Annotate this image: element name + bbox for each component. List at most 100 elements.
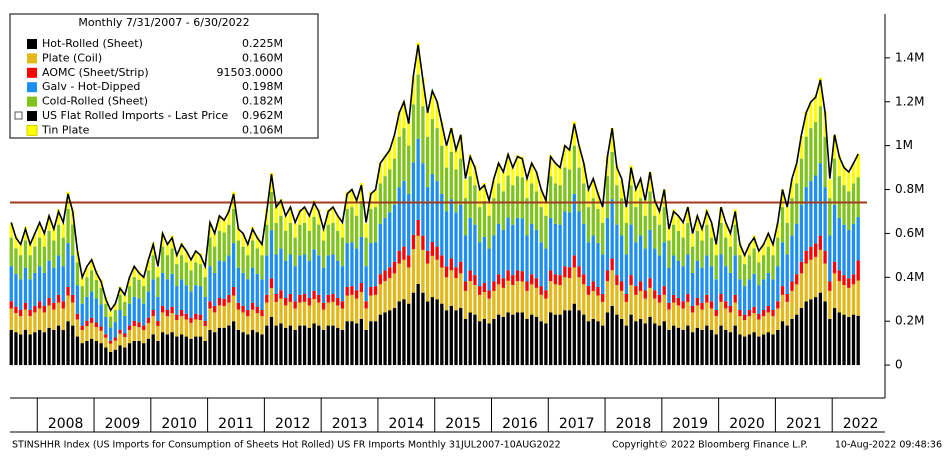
bar-segment	[123, 294, 127, 302]
bar-segment	[804, 263, 808, 302]
bar-segment	[653, 248, 657, 291]
bar-segment	[615, 314, 619, 366]
bar-segment	[194, 250, 198, 263]
bar-segment	[813, 243, 818, 257]
bar-segment	[435, 259, 439, 300]
bar-segment	[104, 347, 108, 366]
bar-segment	[525, 319, 529, 366]
bar-segment	[780, 321, 785, 366]
bar-segment	[165, 334, 170, 366]
bar-segment	[695, 230, 699, 261]
bar-segment	[728, 233, 733, 247]
bar-segment	[648, 287, 652, 317]
bar-segment	[132, 326, 136, 341]
bar-segment	[213, 272, 217, 306]
bar-segment	[549, 176, 553, 218]
bar-segment	[818, 77, 823, 107]
bar-segment	[312, 323, 316, 366]
bar-segment	[378, 163, 382, 184]
bar-segment	[250, 267, 255, 303]
bar-segment	[662, 242, 666, 287]
bar-segment	[492, 319, 496, 366]
bar-segment	[586, 286, 591, 295]
bar-segment	[208, 223, 212, 238]
bar-segment	[416, 235, 420, 284]
bar-segment	[321, 309, 326, 330]
bar-segment	[837, 312, 841, 366]
bar-segment	[444, 277, 449, 311]
bar-segment	[733, 224, 737, 256]
bar-segment	[288, 301, 293, 326]
bar-segment	[90, 322, 94, 339]
bar-segment	[780, 207, 785, 243]
legend-label: Hot-Rolled (Sheet)	[42, 37, 143, 50]
bar-segment	[733, 294, 737, 303]
bar-segment	[383, 281, 387, 313]
bar-segment	[511, 314, 515, 366]
bar-segment	[123, 301, 127, 316]
bar-segment	[657, 255, 662, 295]
bar-segment	[856, 315, 860, 366]
bar-segment	[184, 313, 188, 320]
bar-segment	[123, 347, 127, 366]
bar-segment	[695, 327, 699, 366]
bar-segment	[681, 301, 685, 309]
bar-segment	[525, 198, 529, 236]
bar-segment	[676, 297, 681, 306]
bar-segment	[790, 179, 794, 199]
bar-segment	[724, 301, 728, 309]
bar-segment	[425, 187, 430, 251]
bar-segment	[837, 270, 841, 282]
bar-segment	[127, 277, 132, 287]
bar-segment	[19, 255, 23, 280]
bar-segment	[274, 207, 278, 223]
bar-segment	[629, 185, 633, 225]
bar-segment	[33, 233, 37, 247]
bar-segment	[643, 215, 647, 249]
bar-segment	[714, 279, 718, 311]
bar-segment	[709, 237, 714, 267]
bar-segment	[828, 179, 832, 199]
bar-segment	[459, 308, 463, 366]
bar-segment	[804, 250, 808, 264]
bar-segment	[184, 319, 188, 337]
bar-segment	[80, 325, 84, 330]
bar-segment	[156, 340, 160, 366]
bar-segment	[686, 293, 690, 302]
bar-segment	[449, 258, 453, 271]
bar-segment	[662, 207, 666, 243]
bar-segment	[558, 314, 562, 366]
bar-segment	[435, 299, 439, 366]
bar-segment	[809, 101, 813, 129]
bar-segment	[558, 165, 562, 186]
bar-segment	[421, 163, 425, 236]
bar-segment	[241, 332, 245, 366]
bar-segment	[9, 266, 13, 302]
bar-segment	[19, 316, 23, 335]
bar-segment	[61, 237, 65, 267]
bar-segment	[851, 223, 856, 275]
bar-segment	[411, 234, 416, 250]
bar-segment	[478, 189, 482, 208]
bar-segment	[42, 312, 47, 333]
bar-segment	[610, 258, 614, 271]
bar-segment	[392, 308, 397, 366]
bar-segment	[487, 199, 491, 216]
bar-segment	[487, 248, 491, 291]
bar-segment	[66, 191, 70, 209]
bar-segment	[591, 319, 595, 366]
bar-segment	[217, 297, 222, 306]
bar-segment	[771, 334, 775, 366]
bar-segment	[194, 313, 198, 320]
bar-segment	[728, 332, 733, 366]
bar-segment	[629, 224, 633, 276]
bar-segment	[501, 287, 505, 317]
bar-segment	[795, 163, 799, 184]
bar-segment	[392, 158, 397, 205]
bar-segment	[766, 272, 770, 306]
bar-segment	[279, 290, 283, 299]
bar-segment	[591, 281, 595, 291]
bar-segment	[686, 254, 690, 294]
bar-segment	[440, 193, 444, 256]
bar-segment	[274, 301, 278, 326]
